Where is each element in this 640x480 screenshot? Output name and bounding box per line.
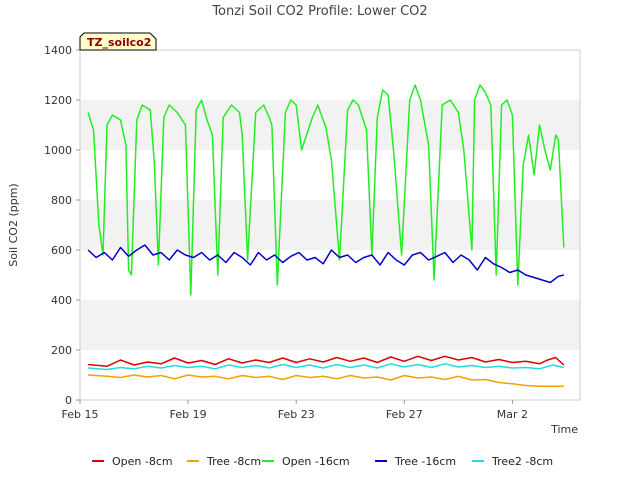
y-tick-label: 1200 [44, 94, 72, 107]
legend-item: Tree -16cm [375, 455, 456, 468]
legend: Open -8cm Tree -8cm Open -16cm Tree -16cm Tr… [92, 455, 553, 468]
series-line-tree-16cm [87, 244, 564, 284]
chart-title: Tonzi Soil CO2 Profile: Lower CO2 [211, 4, 427, 19]
x-tick-label: Feb 27 [386, 408, 423, 421]
grid-band [80, 300, 580, 350]
grid-band [80, 200, 580, 250]
badge-box [79, 32, 157, 51]
legend-item: Open -8cm [92, 455, 173, 468]
legend-item: Open -16cm [262, 455, 350, 468]
legend-label: Tree -8cm [206, 455, 261, 468]
series-badge: TZ_soilco2 [79, 32, 157, 51]
y-tick-label: 600 [51, 244, 72, 257]
legend-item: Tree -8cm [187, 455, 261, 468]
badge-label: TZ_soilco2 [87, 36, 151, 49]
y-tick-label: 1000 [44, 144, 72, 157]
series-line-tree-8cm [88, 374, 564, 388]
legend-label: Tree -16cm [394, 455, 456, 468]
y-tick-label: 0 [65, 394, 72, 407]
x-tick-label: Mar 2 [497, 408, 528, 421]
series-line-open-8cm [88, 355, 565, 368]
x-axis: Feb 15 Feb 19 Feb 23 Feb 27 Mar 2 [62, 400, 528, 421]
y-tick-label: 200 [51, 344, 72, 357]
x-tick-label: Feb 19 [170, 408, 207, 421]
series-line-open-16cm [87, 84, 565, 296]
y-tick-label: 800 [51, 194, 72, 207]
legend-label: Open -16cm [282, 455, 350, 468]
y-tick-label: 400 [51, 294, 72, 307]
plot-area [79, 49, 581, 401]
series-lines [87, 84, 565, 388]
y-tick-label: 1400 [44, 44, 72, 57]
x-axis-label: Time [550, 423, 578, 436]
y-axis-label: Soil CO2 (ppm) [7, 183, 20, 266]
legend-item: Tree2 -8cm [472, 455, 553, 468]
x-tick-label: Feb 23 [278, 408, 315, 421]
legend-label: Open -8cm [112, 455, 173, 468]
legend-label: Tree2 -8cm [491, 455, 553, 468]
grid-bands [80, 100, 580, 350]
y-axis: 0 200 400 600 800 1000 1200 1400 [44, 44, 80, 407]
x-tick-label: Feb 15 [62, 408, 99, 421]
series-line-tree2-8cm [88, 363, 564, 371]
grid-band [80, 100, 580, 150]
